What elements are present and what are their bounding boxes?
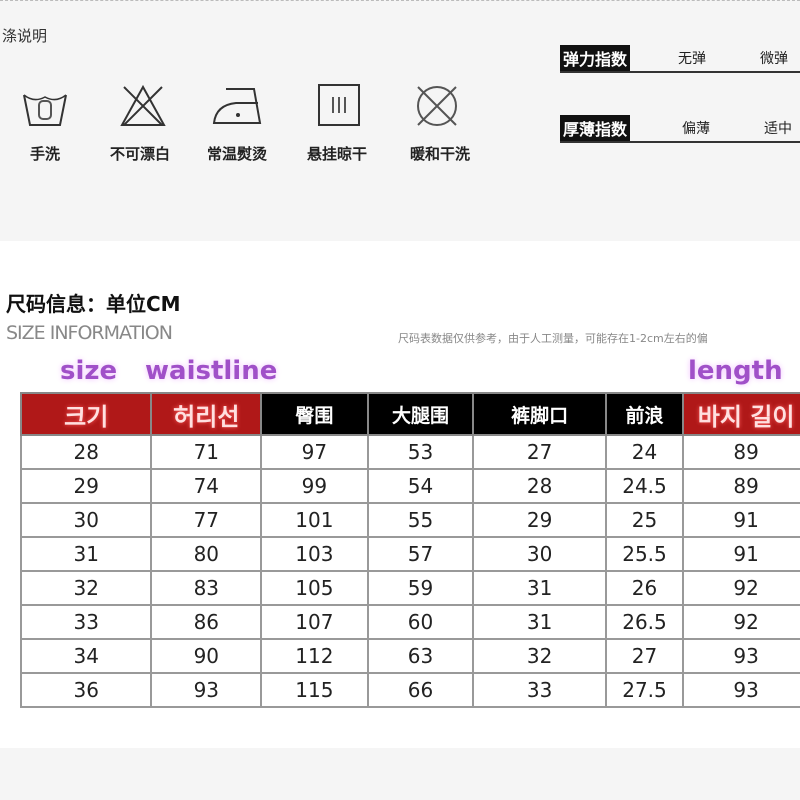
table-cell: 28: [472, 468, 607, 504]
elasticity-index: 弹力指数 无弹 微弹: [560, 45, 800, 73]
size-note: 尺码表数据仅供参考，由于人工测量，可能存在1-2cm左右的偏: [398, 332, 708, 345]
table-row: 28 71 97 53 27 24 89: [19, 434, 800, 470]
table-cell: 60: [366, 604, 475, 640]
table-cell: 63: [366, 638, 475, 674]
table-cell: 27: [604, 638, 685, 674]
table-cell: 93: [682, 672, 800, 708]
table-cell: 115: [260, 672, 369, 708]
hang-dry-icon: [318, 84, 360, 126]
index-label: 厚薄指数: [560, 115, 631, 141]
size-subtitle: SIZE INFORMATION: [6, 322, 173, 344]
table-cell: 24: [604, 434, 685, 470]
column-header: 大腿围: [366, 392, 475, 436]
care-label: 常温熨烫: [206, 145, 267, 163]
care-label: 悬挂晾干: [306, 145, 367, 163]
table-cell: 36: [19, 672, 153, 708]
column-header: 허리선: [150, 392, 263, 436]
thickness-index: 厚薄指数 偏薄 适中: [560, 115, 800, 143]
care-title: 涤说明: [2, 27, 48, 45]
table-cell: 91: [682, 502, 800, 538]
table-cell: 71: [150, 434, 263, 470]
table-row: 29 74 99 54 28 24.5 89: [19, 468, 800, 504]
table-cell: 30: [19, 502, 153, 538]
table-cell: 93: [682, 638, 800, 674]
table-cell: 90: [150, 638, 263, 674]
table-cell: 32: [472, 638, 607, 674]
hand-wash-icon: [23, 94, 67, 126]
table-cell: 92: [682, 570, 800, 606]
table-row: 32 83 105 59 31 26 92: [19, 570, 800, 606]
care-label: 不可漂白: [109, 145, 170, 163]
table-cell: 74: [150, 468, 263, 504]
table-cell: 93: [150, 672, 263, 708]
index-value: 偏薄: [682, 121, 710, 137]
table-cell: 34: [19, 638, 153, 674]
table-cell: 103: [260, 536, 369, 572]
table-cell: 101: [260, 502, 369, 538]
no-dry-clean-icon: [417, 86, 457, 126]
care-section: 涤说明 手洗 不可漂白 常温熨烫 悬挂晾干 暖和干洗 弹力指数 无弹 微弹 厚薄…: [0, 0, 800, 241]
table-row: 34 90 112 63 32 27 93: [19, 638, 800, 674]
column-header: 바지 길이: [682, 392, 800, 436]
table-cell: 53: [366, 434, 475, 470]
table-cell: 97: [260, 434, 369, 470]
table-cell: 25: [604, 502, 685, 538]
table-cell: 59: [366, 570, 475, 606]
table-cell: 25.5: [604, 536, 685, 572]
table-cell: 107: [260, 604, 369, 640]
table-cell: 26: [604, 570, 685, 606]
index-value: 适中: [764, 121, 792, 137]
table-cell: 89: [682, 468, 800, 504]
table-row: 36 93 115 66 33 27.5 93: [19, 672, 800, 708]
table-cell: 28: [19, 434, 153, 470]
table-cell: 31: [472, 604, 607, 640]
index-label: 弹力指数: [560, 45, 631, 71]
column-header: 前浪: [604, 392, 685, 436]
table-cell: 57: [366, 536, 475, 572]
table-cell: 112: [260, 638, 369, 674]
column-header: 裤脚口: [472, 392, 607, 436]
table-cell: 86: [150, 604, 263, 640]
table-row: 31 80 103 57 30 25.5 91: [19, 536, 800, 572]
table-cell: 77: [150, 502, 263, 538]
index-value: 微弹: [760, 51, 788, 67]
overlay-waist: waistline: [145, 356, 278, 386]
table-cell: 27.5: [604, 672, 685, 708]
table-cell: 29: [472, 502, 607, 538]
overlay-length: length: [688, 356, 783, 386]
column-header: 크기: [19, 392, 153, 436]
no-bleach-icon: [120, 84, 166, 126]
table-cell: 24.5: [604, 468, 685, 504]
size-table: 크기 허리선 臀围 大腿围 裤脚口 前浪 바지 길이 28 71 97 53 27 24 89 29 74 9…: [19, 392, 800, 708]
table-cell: 89: [682, 434, 800, 470]
table-cell: 27: [472, 434, 607, 470]
table-cell: 55: [366, 502, 475, 538]
table-cell: 105: [260, 570, 369, 606]
overlay-size: size: [60, 356, 118, 386]
care-label: 暖和干洗: [409, 145, 470, 163]
column-header: 臀围: [260, 392, 369, 436]
table-cell: 33: [19, 604, 153, 640]
table-cell: 91: [682, 536, 800, 572]
table-row: 30 77 101 55 29 25 91: [19, 502, 800, 538]
table-row: 33 86 107 60 31 26.5 92: [19, 604, 800, 640]
table-cell: 99: [260, 468, 369, 504]
table-cell: 80: [150, 536, 263, 572]
table-cell: 31: [19, 536, 153, 572]
table-cell: 92: [682, 604, 800, 640]
table-cell: 83: [150, 570, 263, 606]
size-title: 尺码信息：单位CM: [6, 292, 181, 316]
table-cell: 33: [472, 672, 607, 708]
table-cell: 30: [472, 536, 607, 572]
table-cell: 31: [472, 570, 607, 606]
care-label: 手洗: [29, 145, 60, 163]
iron-icon: [212, 88, 262, 124]
bottom-band: [0, 748, 800, 800]
table-cell: 26.5: [604, 604, 685, 640]
table-cell: 54: [366, 468, 475, 504]
table-cell: 32: [19, 570, 153, 606]
table-cell: 66: [366, 672, 475, 708]
index-value: 无弹: [678, 51, 706, 67]
table-cell: 29: [19, 468, 153, 504]
